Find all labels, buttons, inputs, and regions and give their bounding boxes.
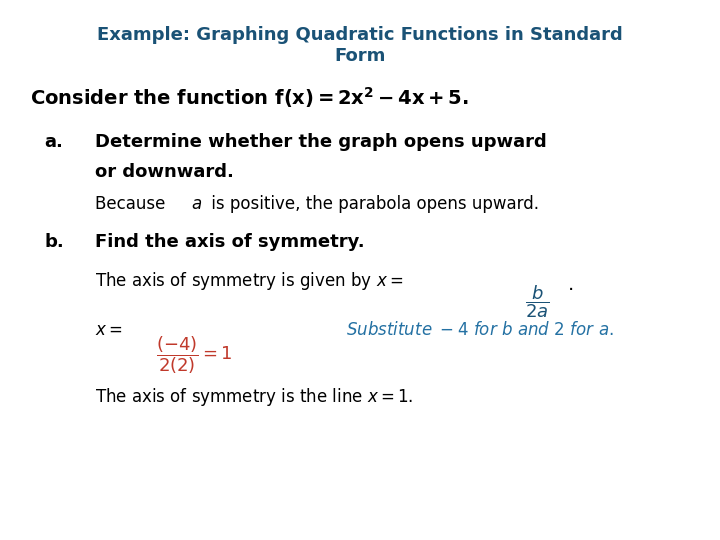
- Text: .: .: [568, 275, 575, 294]
- Text: Determine whether the graph opens upward: Determine whether the graph opens upward: [94, 133, 546, 151]
- Text: b.: b.: [45, 233, 64, 252]
- Text: a.: a.: [45, 133, 63, 151]
- Text: is positive, the parabola opens upward.: is positive, the parabola opens upward.: [206, 195, 539, 213]
- Text: $\dfrac{b}{2a}$: $\dfrac{b}{2a}$: [525, 284, 549, 320]
- Text: $\dfrac{(-4)}{2(2)}$$= 1$: $\dfrac{(-4)}{2(2)}$$= 1$: [156, 334, 233, 376]
- Text: or downward.: or downward.: [94, 163, 233, 180]
- Text: $x =$: $x =$: [94, 321, 122, 339]
- Text: $\it{Substitute\ -4\ for\ b\ and\ 2\ for\ a.}$: $\it{Substitute\ -4\ for\ b\ and\ 2\ for…: [346, 321, 613, 339]
- Text: Form: Form: [334, 47, 386, 65]
- Text: Example: Graphing Quadratic Functions in Standard: Example: Graphing Quadratic Functions in…: [97, 25, 623, 44]
- Text: Consider the function $\mathbf{f(x) = 2x^2 - 4x + 5.}$: Consider the function $\mathbf{f(x) = 2x…: [30, 85, 469, 110]
- Text: a: a: [192, 195, 202, 213]
- Text: The axis of symmetry is the line $x = 1$.: The axis of symmetry is the line $x = 1$…: [94, 386, 413, 408]
- Text: The axis of symmetry is given by $x =$: The axis of symmetry is given by $x =$: [94, 270, 402, 292]
- Text: Find the axis of symmetry.: Find the axis of symmetry.: [94, 233, 364, 252]
- Text: Because: Because: [94, 195, 170, 213]
